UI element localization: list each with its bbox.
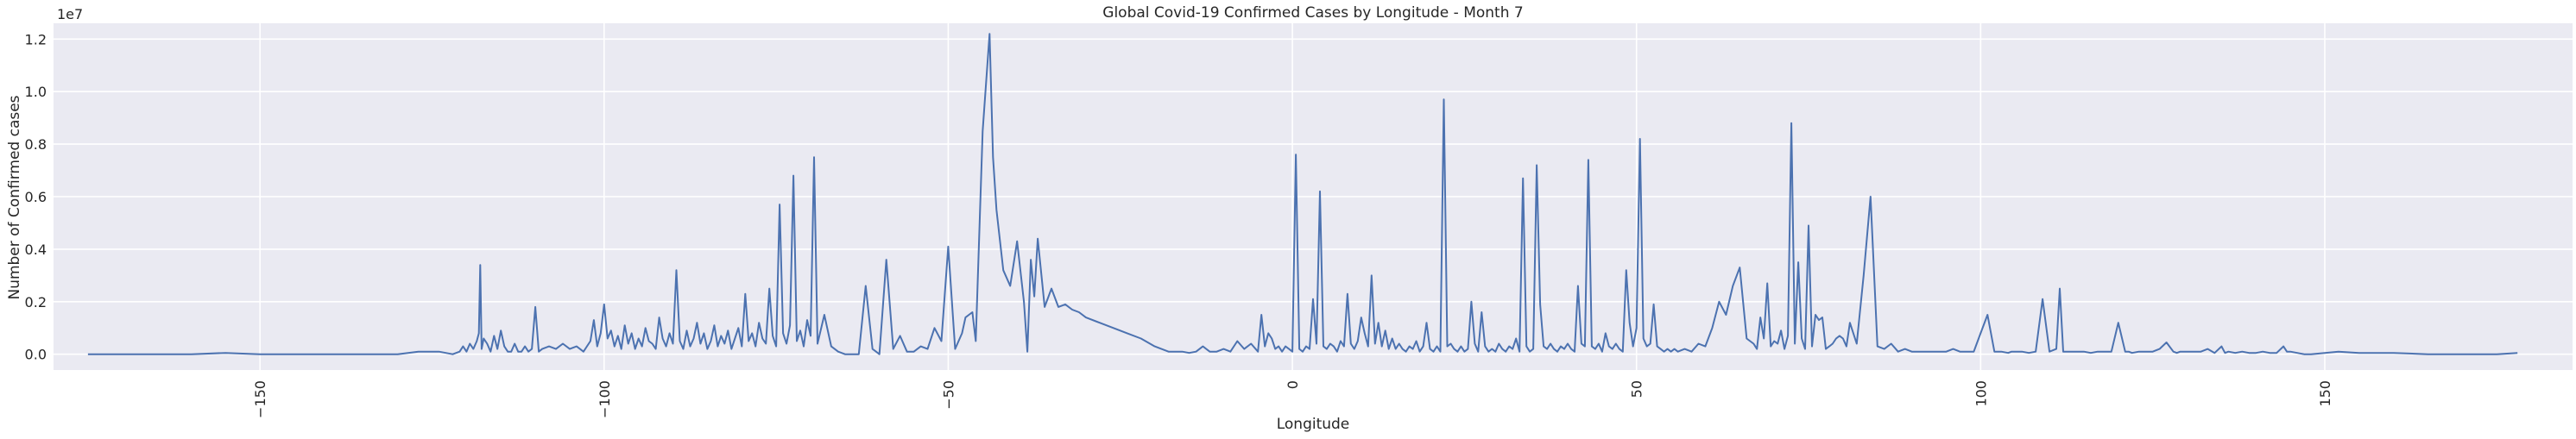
x-tick-label: −100 [597,380,613,418]
x-tick-label: 50 [1629,380,1645,398]
y-tick-label: 1.2 [25,31,47,47]
x-tick-label: 100 [1973,380,1989,407]
y-tick-label: 0.2 [25,294,47,310]
y-tick-label: 0.8 [25,136,47,153]
y-tick-label: 1.0 [25,84,47,100]
x-tick-label: −150 [252,380,268,418]
x-tick-labels: −150 −100 −50 0 50 100 150 [252,380,2333,418]
x-tick-label: 0 [1285,380,1301,389]
chart-title: Global Covid-19 Confirmed Cases by Longi… [1102,4,1523,22]
y-axis-title: Number of Confirmed cases [6,95,23,299]
x-tick-label: 150 [2317,380,2333,407]
x-axis-title: Longitude [1277,416,1350,433]
y-tick-label: 0.0 [25,347,47,363]
series-line [87,33,2518,355]
y-tick-label: 0.6 [25,189,47,205]
y-axis-offset-label: 1e7 [57,6,83,22]
x-tick-label: −50 [940,380,957,410]
y-gridlines [54,38,2573,355]
y-tick-labels: 0.0 0.2 0.4 0.6 0.8 1.0 1.2 [25,31,47,362]
y-tick-label: 0.4 [25,241,47,258]
